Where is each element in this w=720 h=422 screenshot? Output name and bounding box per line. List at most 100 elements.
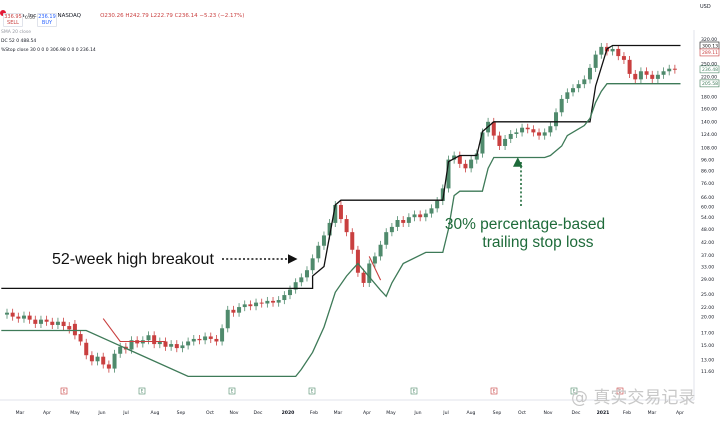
candle-body bbox=[616, 48, 621, 57]
time-tick-label: Aug bbox=[467, 410, 476, 416]
price-tick-label: 15.00 bbox=[701, 343, 714, 349]
earnings-marker-icon bbox=[570, 387, 578, 395]
indicator-donchian[interactable]: DC 52 0 488.54 bbox=[1, 39, 37, 44]
stop-line-red-2 bbox=[368, 256, 382, 281]
candle-body bbox=[446, 159, 451, 189]
candle-body bbox=[288, 289, 292, 296]
earnings-marker-label: E bbox=[493, 388, 496, 393]
candle-body bbox=[401, 220, 406, 223]
candle-body bbox=[276, 300, 281, 303]
candle-body bbox=[191, 338, 196, 342]
candle-body bbox=[350, 232, 355, 250]
candle-body bbox=[248, 304, 253, 307]
candle-body bbox=[10, 312, 15, 317]
time-tick-label: Nov bbox=[230, 410, 239, 416]
tesla-logo-icon bbox=[0, 9, 6, 16]
earnings-marker-icon bbox=[60, 387, 68, 395]
earnings-marker-label: E bbox=[231, 388, 234, 393]
candle-body bbox=[497, 135, 502, 146]
indicator-trailing-stop[interactable]: %Stop close 30 0 0 0 306.98 0 0 0 236.14 bbox=[1, 48, 96, 53]
indicator-sma[interactable]: SMA 20 close bbox=[1, 30, 31, 35]
earnings-marker-icon bbox=[616, 387, 624, 395]
candle-body bbox=[525, 127, 530, 130]
earnings-marker-icon bbox=[138, 387, 146, 395]
candle-body bbox=[344, 219, 349, 233]
sell-button[interactable]: 336.95 SELL bbox=[3, 13, 23, 27]
candle-body bbox=[599, 46, 604, 55]
stop-line-red bbox=[102, 318, 166, 343]
candle-body bbox=[72, 323, 77, 336]
sell-price: 336.95 bbox=[4, 14, 22, 20]
time-tick-label: Oct bbox=[206, 410, 214, 416]
time-tick-label: Sep bbox=[177, 410, 186, 416]
candle-body bbox=[389, 226, 394, 233]
trailing-stop-line bbox=[1, 83, 681, 378]
candle-body bbox=[491, 121, 496, 136]
candle-body bbox=[418, 214, 423, 218]
candle-body bbox=[242, 304, 247, 308]
candle-body bbox=[304, 270, 309, 278]
candle-body bbox=[259, 302, 264, 304]
candle-body bbox=[106, 364, 111, 369]
time-tick-label: Oct bbox=[518, 410, 526, 416]
price-tick-label: 108.00 bbox=[701, 146, 717, 152]
earnings-marker-label: E bbox=[573, 388, 576, 393]
candle-body bbox=[554, 112, 559, 127]
currency-label[interactable]: USD bbox=[700, 4, 711, 10]
candle-body bbox=[480, 132, 485, 154]
candle-body bbox=[5, 312, 9, 315]
candle-body bbox=[508, 133, 513, 139]
candle-body bbox=[231, 309, 236, 313]
candle-body bbox=[203, 336, 208, 341]
spread-value: 0.06 bbox=[25, 16, 36, 21]
candle-body bbox=[180, 345, 185, 349]
price-badge-label: 289.11 bbox=[702, 50, 718, 56]
price-tick-label: 48.00 bbox=[701, 227, 714, 233]
time-tick-label: Mar bbox=[334, 410, 343, 416]
time-tick-label: Jun bbox=[413, 410, 421, 416]
watermark: @ 真实交易记录 bbox=[571, 388, 695, 408]
price-badge-label: 300.13 bbox=[702, 43, 718, 49]
earnings-marker-label: E bbox=[413, 388, 416, 393]
candle-body bbox=[474, 153, 479, 160]
candle-body bbox=[412, 214, 417, 218]
candle-body bbox=[633, 73, 638, 80]
candle-body bbox=[537, 132, 542, 136]
candle-body bbox=[469, 159, 474, 169]
candle-body bbox=[667, 68, 672, 72]
sell-label: SELL bbox=[7, 20, 19, 26]
candle-body bbox=[101, 356, 106, 365]
time-tick-label: 2021 bbox=[597, 410, 610, 416]
candle-body bbox=[89, 355, 94, 362]
candle-body bbox=[435, 200, 440, 209]
donchian-high-line bbox=[1, 44, 681, 290]
price-tick-label: 54.00 bbox=[701, 215, 714, 221]
candle-body bbox=[503, 138, 508, 146]
candle-body bbox=[163, 341, 168, 347]
candle-body bbox=[157, 341, 162, 345]
buy-button[interactable]: 236.19 BUY bbox=[37, 13, 57, 27]
price-tick-label: 20.00 bbox=[701, 314, 714, 320]
time-tick-label: Apr bbox=[43, 410, 51, 416]
price-axis: 320.00280.00250.00220.00180.00160.00140.… bbox=[693, 30, 720, 400]
candle-body bbox=[310, 258, 315, 271]
candle-body bbox=[593, 54, 598, 68]
candle-body bbox=[237, 307, 242, 313]
candle-body bbox=[531, 129, 536, 133]
price-tick-label: 25.00 bbox=[701, 292, 714, 298]
time-tick-label: Mar bbox=[648, 410, 657, 416]
earnings-marker-icon bbox=[410, 387, 418, 395]
candle-body bbox=[395, 220, 400, 227]
price-tick-label: 86.00 bbox=[701, 168, 714, 174]
price-tick-label: 180.00 bbox=[701, 94, 717, 100]
time-tick-label: Jun bbox=[97, 410, 105, 416]
candle-body bbox=[429, 208, 434, 214]
earnings-marker-label: E bbox=[63, 388, 66, 393]
candle-body bbox=[672, 68, 677, 70]
candle-body bbox=[548, 126, 553, 133]
price-tick-label: 17.00 bbox=[701, 331, 714, 337]
candle-body bbox=[67, 326, 72, 330]
candle-body bbox=[186, 341, 191, 346]
candlestick-series bbox=[5, 42, 677, 373]
